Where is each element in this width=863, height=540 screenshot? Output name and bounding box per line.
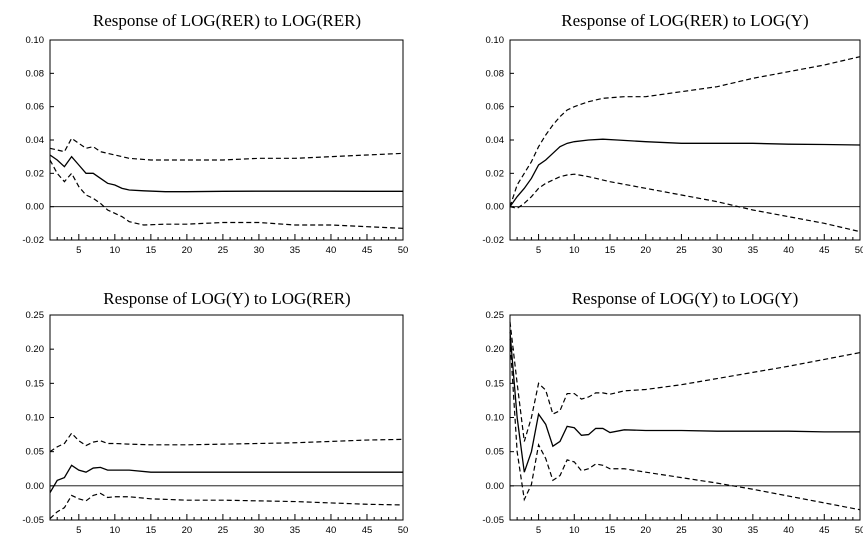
- x-tick-label: 45: [362, 525, 373, 536]
- x-tick-label: 20: [182, 245, 193, 256]
- y-tick-label: 0.25: [26, 310, 45, 321]
- x-tick-label: 15: [146, 525, 157, 536]
- x-tick-label: 40: [783, 245, 794, 256]
- confidence-band-line: [49, 492, 404, 520]
- x-tick-label: 5: [536, 245, 541, 256]
- chart-panel-4: Response of LOG(Y) to LOG(Y) 0.25 0.20 0.15…: [482, 289, 863, 536]
- x-tick-label: 35: [748, 525, 759, 536]
- y-tick-label: 0.10: [486, 35, 505, 46]
- x-tick-label: 45: [819, 245, 830, 256]
- x-tick-label: 50: [398, 525, 409, 536]
- chart-panel-3: Response of LOG(Y) to LOG(RER) 0.25 0.20 0.…: [22, 289, 408, 536]
- x-tick-label: 20: [640, 525, 651, 536]
- chart-panel-1: Response of LOG(RER) to LOG(RER) 0.10 0.08…: [22, 11, 408, 256]
- x-tick-label: 25: [676, 525, 687, 536]
- confidence-band-line: [509, 338, 861, 511]
- chart-panel-2: Response of LOG(RER) to LOG(Y) 0.10 0.08 0.…: [482, 11, 863, 256]
- x-tick-label: 50: [855, 245, 863, 256]
- x-tick-label: 10: [110, 525, 121, 536]
- x-tick-label: 15: [146, 245, 157, 256]
- x-tick-label: 25: [218, 525, 229, 536]
- x-tick-label: 10: [569, 525, 580, 536]
- y-tick-label: 0.00: [26, 202, 45, 213]
- y-tick-label: 0.04: [486, 135, 505, 146]
- x-tick-label: 40: [783, 525, 794, 536]
- x-tick-label: 30: [254, 245, 265, 256]
- y-tick-label: 0.00: [486, 481, 505, 492]
- x-tick-label: 50: [855, 525, 863, 536]
- x-tick-label: 20: [182, 525, 193, 536]
- chart-title: Response of LOG(RER) to LOG(Y): [561, 11, 808, 30]
- confidence-band-line: [509, 173, 861, 233]
- chart-title: Response of LOG(Y) to LOG(RER): [103, 289, 350, 308]
- x-tick-label: 35: [290, 525, 301, 536]
- x-tick-label: 5: [76, 525, 81, 536]
- confidence-band-line: [49, 432, 404, 453]
- x-tick-label: 15: [605, 245, 616, 256]
- y-tick-label: -0.02: [22, 235, 44, 246]
- x-tick-label: 30: [712, 245, 723, 256]
- x-tick-label: 50: [398, 245, 409, 256]
- y-tick-label: 0.15: [26, 378, 45, 389]
- response-line: [49, 154, 403, 193]
- y-tick-label: 0.25: [486, 310, 505, 321]
- y-tick-label: -0.02: [482, 235, 504, 246]
- x-tick-label: 10: [569, 245, 580, 256]
- y-tick-label: -0.05: [22, 515, 44, 526]
- x-tick-label: 35: [290, 245, 301, 256]
- y-tick-label: 0.04: [26, 135, 45, 146]
- y-tick-label: 0.00: [26, 481, 45, 492]
- x-tick-label: 25: [676, 245, 687, 256]
- y-tick-label: 0.10: [486, 413, 505, 424]
- x-tick-label: 30: [254, 525, 265, 536]
- chart-title: Response of LOG(Y) to LOG(Y): [572, 289, 799, 308]
- x-tick-label: 35: [748, 245, 759, 256]
- plot-frame: [49, 314, 404, 521]
- y-tick-label: 0.05: [26, 447, 45, 458]
- y-tick-label: 0.20: [26, 344, 45, 355]
- y-tick-label: 0.15: [486, 378, 505, 389]
- x-tick-label: 45: [819, 525, 830, 536]
- y-tick-label: 0.10: [26, 413, 45, 424]
- plot-frame: [49, 39, 404, 241]
- confidence-band-line: [49, 159, 404, 229]
- y-tick-label: 0.10: [26, 35, 45, 46]
- x-tick-label: 25: [218, 245, 229, 256]
- x-tick-label: 45: [362, 245, 373, 256]
- confidence-band-line: [509, 321, 861, 442]
- y-tick-label: -0.05: [482, 515, 504, 526]
- x-tick-label: 40: [326, 525, 337, 536]
- y-tick-label: 0.08: [26, 68, 45, 79]
- y-tick-label: 0.02: [26, 168, 45, 179]
- confidence-band-line: [509, 56, 861, 207]
- x-tick-label: 20: [640, 245, 651, 256]
- confidence-band-line: [49, 137, 404, 161]
- response-line: [509, 332, 860, 473]
- plot-frame: [509, 314, 861, 521]
- y-tick-label: 0.02: [486, 168, 505, 179]
- y-tick-label: 0.00: [486, 202, 505, 213]
- response-line: [49, 464, 403, 493]
- x-tick-label: 30: [712, 525, 723, 536]
- y-tick-label: 0.05: [486, 447, 505, 458]
- plot-frame: [509, 39, 861, 241]
- chart-title: Response of LOG(RER) to LOG(RER): [93, 11, 361, 30]
- x-tick-label: 10: [110, 245, 121, 256]
- y-tick-label: 0.08: [486, 68, 505, 79]
- x-tick-label: 40: [326, 245, 337, 256]
- y-tick-label: 0.06: [26, 102, 45, 113]
- x-tick-label: 15: [605, 525, 616, 536]
- x-tick-label: 5: [536, 525, 541, 536]
- y-tick-label: 0.20: [486, 344, 505, 355]
- response-line: [509, 138, 861, 208]
- y-tick-label: 0.06: [486, 102, 505, 113]
- x-tick-label: 5: [76, 245, 81, 256]
